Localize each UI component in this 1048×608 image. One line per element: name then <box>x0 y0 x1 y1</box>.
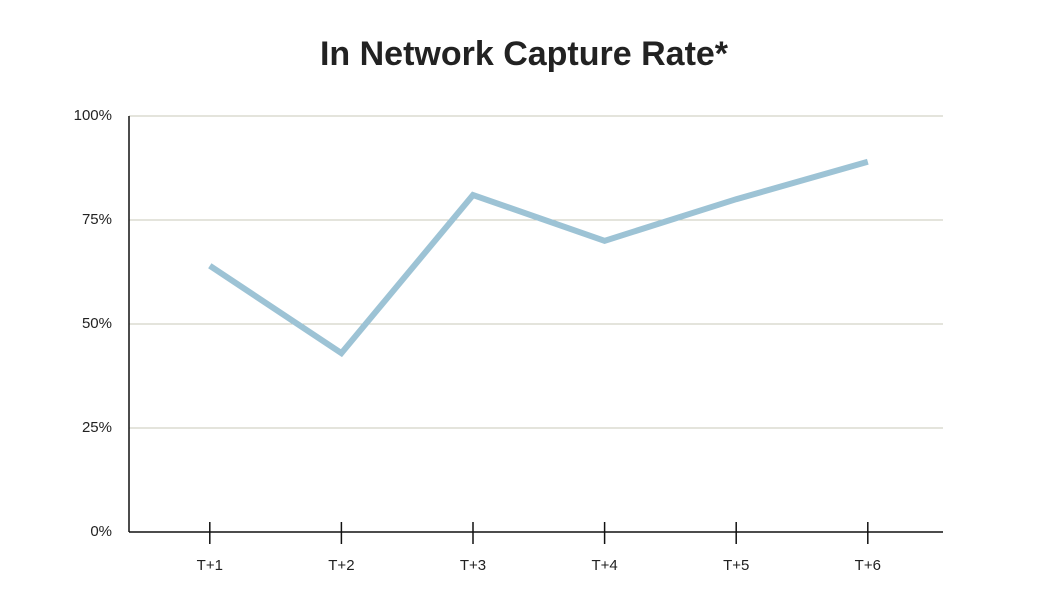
x-tick-label: T+2 <box>328 557 354 574</box>
x-tick-label: T+5 <box>723 557 749 574</box>
data-line <box>208 158 869 358</box>
y-tick-label: 100% <box>74 107 112 124</box>
x-tick-label: T+3 <box>460 557 486 574</box>
chart-title: In Network Capture Rate* <box>320 35 729 73</box>
x-tick-label: T+1 <box>197 557 223 574</box>
y-tick-label: 25% <box>82 419 112 436</box>
y-tick-label: 50% <box>82 315 112 332</box>
x-tick-label: T+4 <box>591 557 617 574</box>
x-tick-label: T+6 <box>855 557 881 574</box>
y-tick-label: 75% <box>82 211 112 228</box>
y-tick-label: 0% <box>90 523 112 540</box>
